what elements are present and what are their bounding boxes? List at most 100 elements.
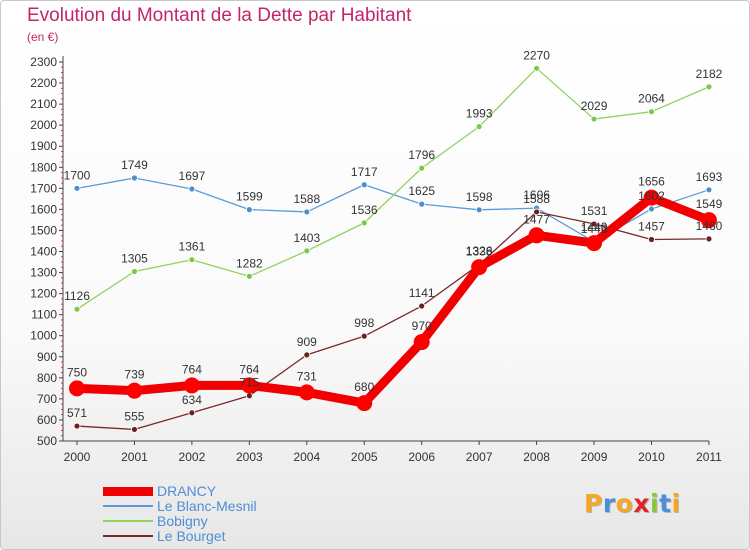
data-label-le-bourget: 571 bbox=[67, 406, 87, 420]
data-point-bobigny bbox=[131, 268, 138, 275]
data-label-le-bourget: 1460 bbox=[696, 219, 723, 233]
data-point-le-bourget bbox=[533, 208, 540, 216]
data-label-bobigny: 1305 bbox=[121, 252, 148, 266]
data-label-bobigny: 1361 bbox=[179, 240, 206, 254]
y-tick-label: 1400 bbox=[30, 245, 57, 259]
data-label-le-blanc-mesnil: 1588 bbox=[293, 192, 320, 206]
data-label-drancy: 764 bbox=[239, 362, 259, 376]
legend-label: DRANCY bbox=[157, 483, 217, 499]
data-point-le-blanc-mesnil bbox=[303, 208, 311, 216]
data-label-le-blanc-mesnil: 1606 bbox=[523, 188, 550, 202]
data-label-le-bourget: 555 bbox=[124, 409, 144, 423]
data-point-le-blanc-mesnil bbox=[131, 174, 138, 182]
data-point-le-blanc-mesnil bbox=[188, 185, 196, 193]
y-tick-label: 1200 bbox=[30, 287, 57, 301]
data-point-le-blanc-mesnil bbox=[245, 206, 253, 213]
y-tick-label: 1800 bbox=[30, 160, 57, 174]
data-point-drancy bbox=[643, 189, 660, 206]
data-label-bobigny: 1403 bbox=[293, 231, 320, 245]
data-point-drancy bbox=[183, 377, 200, 394]
data-label-le-blanc-mesnil: 1446 bbox=[581, 222, 608, 236]
data-point-le-bourget bbox=[360, 332, 368, 340]
x-tick-label: 2010 bbox=[638, 450, 665, 464]
legend-label: Bobigny bbox=[157, 513, 208, 529]
y-tick-label: 2200 bbox=[30, 76, 57, 90]
legend-label: Le Bourget bbox=[157, 528, 226, 544]
data-label-le-blanc-mesnil: 1749 bbox=[121, 158, 148, 172]
data-point-drancy bbox=[528, 227, 545, 244]
data-label-le-blanc-mesnil: 1598 bbox=[466, 190, 493, 204]
data-point-le-bourget bbox=[648, 236, 655, 243]
y-tick-label: 600 bbox=[37, 413, 57, 427]
chart-title: Evolution du Montant de la Dette par Hab… bbox=[27, 5, 412, 26]
data-point-le-bourget bbox=[245, 392, 253, 400]
data-label-le-bourget: 1531 bbox=[581, 204, 608, 218]
data-label-bobigny: 1796 bbox=[408, 148, 435, 162]
data-label-drancy: 1549 bbox=[696, 197, 723, 211]
data-point-drancy bbox=[241, 377, 258, 394]
data-point-bobigny bbox=[245, 272, 253, 280]
series-line-le-bourget bbox=[76, 211, 710, 431]
data-point-le-blanc-mesnil bbox=[418, 200, 426, 208]
x-tick-label: 2002 bbox=[179, 450, 206, 464]
data-label-le-bourget: 909 bbox=[297, 335, 317, 349]
data-point-bobigny bbox=[303, 247, 311, 255]
data-label-le-blanc-mesnil: 1700 bbox=[64, 168, 91, 182]
legend-swatch bbox=[103, 520, 153, 522]
x-tick-label: 2011 bbox=[696, 450, 722, 464]
data-point-bobigny bbox=[705, 83, 713, 91]
y-tick-label: 1900 bbox=[30, 139, 57, 153]
data-point-drancy bbox=[586, 235, 603, 252]
chart-subtitle: (en €) bbox=[27, 30, 59, 44]
y-tick-label: 1100 bbox=[31, 308, 57, 322]
data-point-le-bourget bbox=[705, 235, 713, 243]
y-tick-label: 800 bbox=[37, 371, 57, 385]
x-tick-label: 2004 bbox=[293, 450, 320, 464]
data-label-bobigny: 1993 bbox=[466, 107, 493, 121]
data-label-bobigny: 2064 bbox=[638, 92, 665, 106]
data-point-drancy bbox=[298, 384, 315, 401]
y-tick-label: 500 bbox=[37, 434, 57, 448]
y-tick-label: 2300 bbox=[30, 55, 57, 69]
data-point-le-blanc-mesnil bbox=[705, 186, 713, 194]
legend-label: Le Blanc-Mesnil bbox=[157, 498, 257, 514]
data-point-drancy bbox=[700, 212, 717, 229]
data-label-le-blanc-mesnil: 1717 bbox=[351, 165, 378, 179]
data-label-bobigny: 2182 bbox=[696, 67, 723, 81]
data-point-le-blanc-mesnil bbox=[475, 206, 483, 214]
data-label-drancy: 750 bbox=[67, 365, 87, 379]
data-label-drancy: 680 bbox=[354, 380, 374, 394]
y-tick-label: 1000 bbox=[30, 329, 57, 343]
y-tick-label: 1500 bbox=[30, 223, 57, 237]
data-label-drancy: 970 bbox=[412, 319, 432, 333]
data-label-le-blanc-mesnil: 1693 bbox=[696, 170, 723, 184]
y-tick-label: 1700 bbox=[30, 181, 57, 195]
y-tick-label: 700 bbox=[37, 392, 57, 406]
data-label-le-bourget: 1338 bbox=[466, 245, 493, 259]
data-point-bobigny bbox=[533, 64, 540, 72]
series-line-drancy bbox=[72, 193, 714, 408]
data-label-bobigny: 1282 bbox=[236, 256, 263, 270]
data-point-bobigny bbox=[590, 115, 598, 123]
data-label-drancy: 739 bbox=[124, 368, 144, 382]
data-point-le-bourget bbox=[131, 426, 138, 433]
data-point-le-bourget bbox=[188, 409, 196, 417]
data-point-le-bourget bbox=[73, 422, 81, 430]
data-point-le-blanc-mesnil bbox=[648, 205, 655, 213]
data-label-le-bourget: 998 bbox=[354, 316, 374, 330]
data-point-bobigny bbox=[188, 256, 196, 264]
data-label-le-blanc-mesnil: 1625 bbox=[408, 184, 435, 198]
data-label-drancy: 1440 bbox=[581, 220, 608, 234]
y-tick-label: 900 bbox=[37, 350, 57, 364]
data-point-bobigny bbox=[475, 123, 483, 131]
data-label-bobigny: 2029 bbox=[581, 99, 608, 113]
x-tick-label: 2003 bbox=[236, 450, 263, 464]
y-tick-label: 2100 bbox=[30, 97, 57, 111]
data-label-le-blanc-mesnil: 1697 bbox=[179, 169, 206, 183]
data-label-bobigny: 2270 bbox=[523, 48, 550, 62]
data-point-drancy bbox=[126, 382, 143, 399]
data-label-le-bourget: 1588 bbox=[523, 192, 550, 206]
data-label-le-blanc-mesnil: 1599 bbox=[236, 190, 263, 204]
data-label-drancy: 731 bbox=[297, 369, 317, 383]
